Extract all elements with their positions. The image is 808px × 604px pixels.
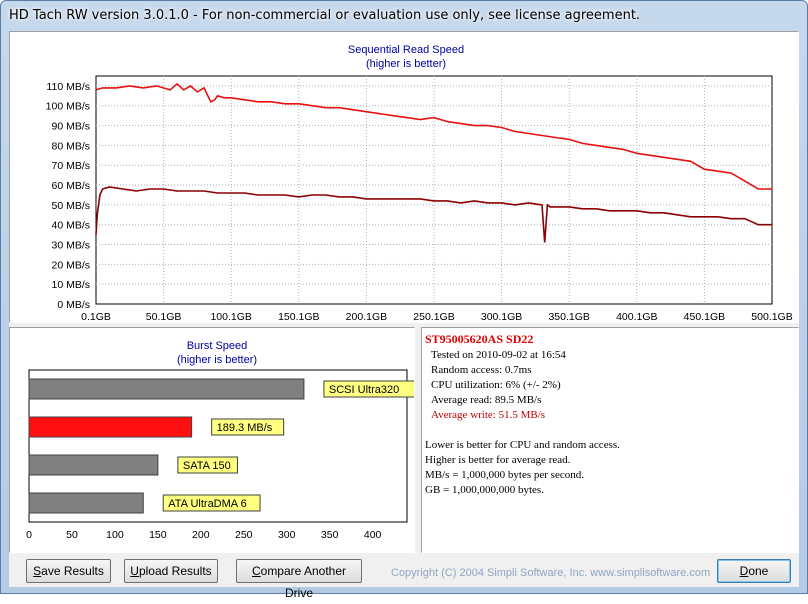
x-tick-label: 250.1GB xyxy=(413,311,454,322)
y-tick-label: 80 MB/s xyxy=(51,140,90,152)
burst-x-tick-label: 200 xyxy=(192,529,210,541)
y-tick-label: 0 MB/s xyxy=(57,299,90,311)
note-higher-better: Higher is better for average read. xyxy=(425,454,571,466)
window-title: HD Tach RW version 3.0.1.0 - For non-com… xyxy=(9,8,641,23)
results-info-panel: ST95005620AS SD22 Tested on 2010-09-02 a… xyxy=(421,327,799,553)
y-tick-label: 70 MB/s xyxy=(51,160,90,172)
burst-x-tick-label: 0 xyxy=(26,529,32,541)
copyright-text: Copyright (C) 2004 Simpli Software, Inc.… xyxy=(391,567,711,579)
burst-bar xyxy=(28,416,193,438)
note-lower-better: Lower is better for CPU and random acces… xyxy=(425,439,620,451)
x-tick-label: 200.1GB xyxy=(346,311,387,322)
sequential-x-ticks: 0.1GB 50.1GB 100.1GB 150.1GB 200.1GB 250.1GB 3… xyxy=(81,311,793,322)
burst-x-axis: 0 50 100 150 200 250 300 350 400 xyxy=(26,529,381,541)
burst-label-box xyxy=(162,494,261,512)
sequential-read-chart: Sequential Read Speed (higher is better)… xyxy=(46,44,793,322)
read-speed-series-line xyxy=(95,82,772,190)
client-area: Sequential Read Speed (higher is better)… xyxy=(9,31,799,600)
x-tick-label: 50.1GB xyxy=(146,311,182,322)
sequential-grid xyxy=(95,75,773,305)
y-tick-label: 10 MB/s xyxy=(51,279,90,291)
y-tick-label: 60 MB/s xyxy=(51,180,90,192)
y-tick-label: 50 MB/s xyxy=(51,200,90,212)
sequential-series xyxy=(95,82,772,243)
x-tick-label: 100.1GB xyxy=(210,311,251,322)
average-write: Average write: 51.5 MB/s xyxy=(431,409,546,421)
burst-bars: SCSI Ultra320 189.3 MB/s SATA 150 ATA Ultra… xyxy=(28,369,414,523)
burst-label-box xyxy=(211,418,285,436)
tested-date: Tested on 2010-09-02 at 16:54 xyxy=(431,349,566,361)
burst-x-tick-label: 250 xyxy=(235,529,253,541)
y-tick-label: 30 MB/s xyxy=(51,240,90,252)
save-results-button[interactable]: Save Results xyxy=(26,559,111,583)
burst-speed-chart: Burst Speed (higher is better) SCSI Ultr… xyxy=(26,340,414,541)
burst-bar xyxy=(28,454,159,476)
sequential-chart-title: Sequential Read Speed xyxy=(348,44,464,56)
x-tick-label: 300.1GB xyxy=(481,311,522,322)
burst-bar xyxy=(28,492,144,514)
done-button[interactable]: Done xyxy=(717,559,791,583)
burst-x-tick-label: 150 xyxy=(149,529,167,541)
sequential-chart-subtitle: (higher is better) xyxy=(366,58,446,70)
burst-bar-label: ATA UltraDMA 6 xyxy=(168,498,246,510)
x-tick-label: 400.1GB xyxy=(616,311,657,322)
x-tick-label: 150.1GB xyxy=(278,311,319,322)
note-mbs-definition: MB/s = 1,000,000 bytes per second. xyxy=(425,469,584,481)
title-bar[interactable]: HD Tach RW version 3.0.1.0 - For non-com… xyxy=(1,1,807,31)
drive-model: ST95005620AS SD22 xyxy=(425,332,534,346)
y-tick-label: 20 MB/s xyxy=(51,259,90,271)
average-read: Average read: 89.5 MB/s xyxy=(431,394,542,406)
x-tick-label: 350.1GB xyxy=(548,311,589,322)
sequential-y-ticks: 0 MB/s 10 MB/s 20 MB/s 30 MB/s 40 MB/s 50 MB/… xyxy=(46,81,90,311)
burst-speed-panel: Burst Speed (higher is better) SCSI Ultr… xyxy=(9,327,415,553)
burst-bar xyxy=(28,378,305,400)
cpu-utilization: CPU utilization: 6% (+/- 2%) xyxy=(431,379,561,391)
burst-x-tick-label: 300 xyxy=(278,529,296,541)
compare-another-drive-button[interactable]: Compare Another Drive xyxy=(236,559,362,600)
y-tick-label: 100 MB/s xyxy=(46,101,90,113)
x-tick-label: 500.1GB xyxy=(751,311,792,322)
burst-chart-title: Burst Speed xyxy=(187,340,248,352)
burst-label-box xyxy=(323,380,414,398)
random-access: Random access: 0.7ms xyxy=(431,364,532,376)
burst-x-tick-label: 350 xyxy=(321,529,339,541)
burst-bar-label: 189.3 MB/s xyxy=(217,422,273,434)
burst-chart-subtitle: (higher is better) xyxy=(177,354,257,366)
upload-results-button[interactable]: Upload Results xyxy=(124,559,218,583)
x-tick-label: 450.1GB xyxy=(684,311,725,322)
burst-bar-label: SATA 150 xyxy=(183,460,231,472)
burst-bar-label: SCSI Ultra320 xyxy=(329,384,399,396)
sequential-read-panel: Sequential Read Speed (higher is better)… xyxy=(9,31,799,323)
y-tick-label: 40 MB/s xyxy=(51,220,90,232)
read-speed-series-line-2 xyxy=(95,186,772,243)
burst-x-tick-label: 100 xyxy=(106,529,124,541)
x-tick-label: 0.1GB xyxy=(81,311,111,322)
y-tick-label: 90 MB/s xyxy=(51,121,90,133)
y-tick-label: 110 MB/s xyxy=(46,81,90,93)
note-gb-definition: GB = 1,000,000,000 bytes. xyxy=(425,484,544,496)
burst-x-tick-label: 400 xyxy=(364,529,382,541)
burst-label-box xyxy=(177,456,238,474)
burst-x-tick-label: 50 xyxy=(66,529,78,541)
